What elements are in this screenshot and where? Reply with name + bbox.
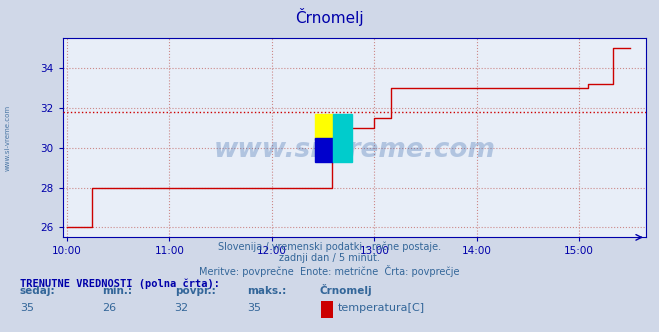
Bar	[315, 114, 333, 138]
Text: 32: 32	[175, 303, 188, 313]
Text: temperatura[C]: temperatura[C]	[338, 303, 425, 313]
Bar	[333, 114, 352, 162]
Text: zadnji dan / 5 minut.: zadnji dan / 5 minut.	[279, 253, 380, 263]
Text: Slovenija / vremenski podatki - ročne postaje.: Slovenija / vremenski podatki - ročne po…	[218, 241, 441, 252]
Text: Meritve: povprečne  Enote: metrične  Črta: povprečje: Meritve: povprečne Enote: metrične Črta:…	[199, 265, 460, 277]
Text: www.si-vreme.com: www.si-vreme.com	[5, 105, 11, 171]
Text: Črnomelj: Črnomelj	[320, 284, 372, 296]
Text: min.:: min.:	[102, 286, 132, 296]
Text: sedaj:: sedaj:	[20, 286, 55, 296]
Text: TRENUTNE VREDNOSTI (polna črta):: TRENUTNE VREDNOSTI (polna črta):	[20, 279, 219, 290]
Text: www.si-vreme.com: www.si-vreme.com	[214, 137, 495, 163]
Text: 35: 35	[247, 303, 261, 313]
Text: 35: 35	[20, 303, 34, 313]
Text: povpr.:: povpr.:	[175, 286, 215, 296]
Bar	[315, 138, 333, 162]
Text: maks.:: maks.:	[247, 286, 287, 296]
Text: Črnomelj: Črnomelj	[295, 8, 364, 26]
Text: 26: 26	[102, 303, 116, 313]
